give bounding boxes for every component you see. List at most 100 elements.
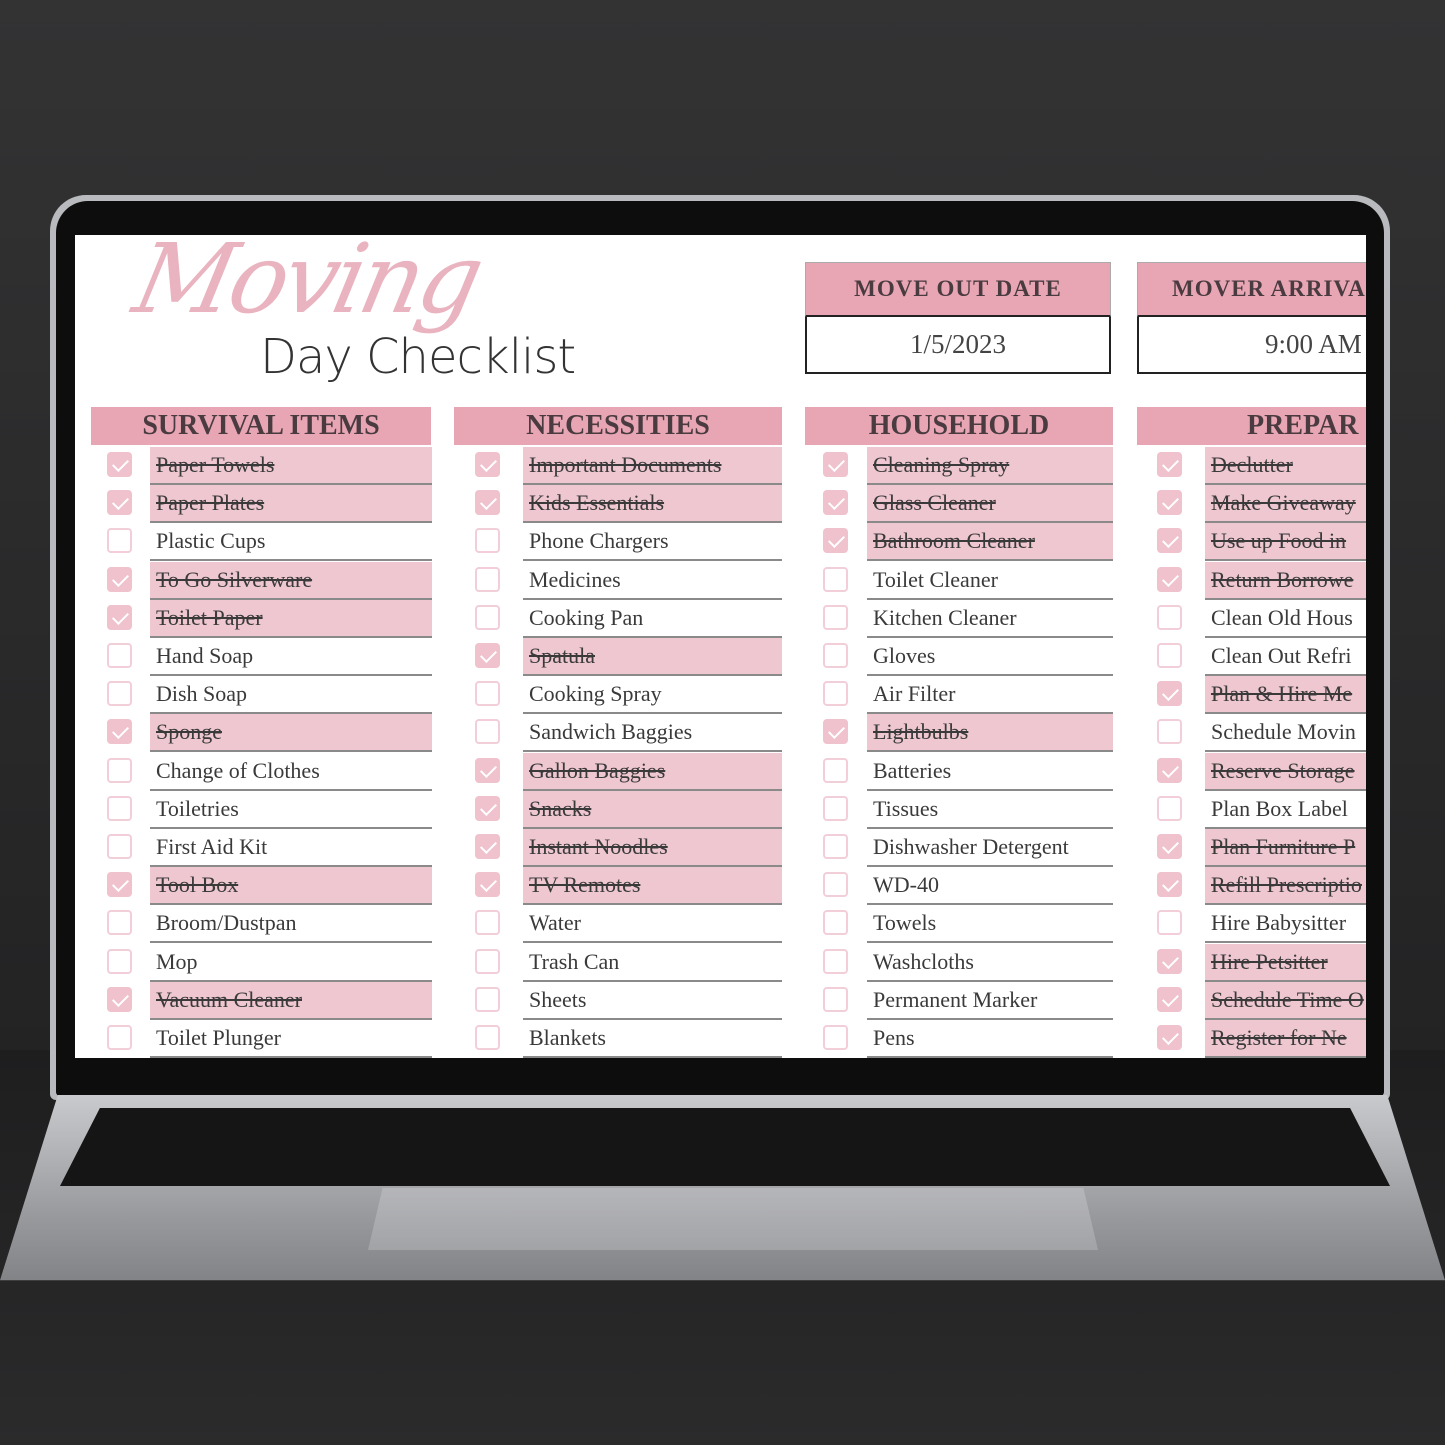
item-label[interactable]: Batteries [867,753,1113,791]
checkbox-unchecked[interactable] [1157,604,1182,630]
item-label[interactable]: Gallon Baggies [523,752,782,791]
checkbox-unchecked[interactable] [475,528,500,554]
checkbox-checked[interactable] [1157,452,1182,477]
checkbox-unchecked[interactable] [475,604,500,630]
checkbox-unchecked[interactable] [1157,643,1182,668]
item-label[interactable]: Medicines [523,562,782,600]
item-label[interactable]: Plan & Hire Me [1205,676,1366,715]
item-label[interactable]: Declutter [1205,447,1366,485]
checkbox-checked[interactable] [107,566,132,592]
item-label[interactable]: TV Remotes [523,867,782,906]
checkbox-unchecked[interactable] [475,986,500,1012]
item-label[interactable]: Snacks [523,790,782,829]
item-label[interactable]: Clean Old Hous [1205,600,1366,638]
item-label[interactable]: Refill Prescriptio [1205,867,1366,906]
item-label[interactable]: Return Borrowe [1205,561,1366,600]
checkbox-unchecked[interactable] [107,528,132,554]
item-label[interactable]: Toiletries [150,791,432,829]
checkbox-unchecked[interactable] [107,834,132,859]
checkbox-checked[interactable] [1157,566,1182,592]
item-label[interactable]: Cleaning Spray [867,447,1113,485]
item-label[interactable]: Towels [867,905,1113,944]
item-label[interactable]: Clean Out Refri [1205,638,1366,676]
checkbox-unchecked[interactable] [1157,719,1182,745]
checkbox-checked[interactable] [475,872,500,898]
item-label[interactable]: Toilet Paper [150,599,432,638]
checkbox-checked[interactable] [107,452,132,477]
item-label[interactable]: Bathroom Cleaner [867,523,1113,562]
item-label[interactable]: Instant Noodles [523,829,782,867]
checkbox-unchecked[interactable] [823,757,848,783]
item-label[interactable]: Hand Soap [150,638,432,676]
item-label[interactable]: Trash Can [523,944,782,982]
mover-arrival-value[interactable]: 9:00 AM [1137,317,1366,374]
item-label[interactable]: Dish Soap [150,676,432,715]
checkbox-checked[interactable] [823,490,848,516]
checkbox-unchecked[interactable] [823,643,848,668]
checkbox-checked[interactable] [1157,1025,1182,1050]
checkbox-checked[interactable] [1157,986,1182,1012]
item-label[interactable]: Washcloths [867,944,1113,982]
checkbox-checked[interactable] [1157,681,1182,707]
item-label[interactable]: Plan Box Label [1205,791,1366,829]
move-out-date-value[interactable]: 1/5/2023 [805,317,1111,374]
item-label[interactable]: Kids Essentials [523,485,782,524]
item-label[interactable]: Toilet Plunger [150,1020,432,1058]
item-label[interactable]: Air Filter [867,676,1113,715]
item-label[interactable]: To Go Silverware [150,561,432,600]
checkbox-unchecked[interactable] [823,1025,848,1050]
checkbox-unchecked[interactable] [107,948,132,974]
item-label[interactable]: Gloves [867,638,1113,676]
item-label[interactable]: Hire Babysitter [1205,905,1366,944]
checkbox-checked[interactable] [107,986,132,1012]
item-label[interactable]: Sandwich Baggies [523,714,782,753]
checkbox-unchecked[interactable] [107,1025,132,1050]
checkbox-unchecked[interactable] [475,948,500,974]
checkbox-checked[interactable] [1157,872,1182,898]
checkbox-unchecked[interactable] [475,910,500,936]
checkbox-checked[interactable] [1157,834,1182,859]
item-label[interactable]: Spatula [523,638,782,676]
checkbox-unchecked[interactable] [823,948,848,974]
item-label[interactable]: Schedule Movin [1205,714,1366,753]
item-label[interactable]: Kitchen Cleaner [867,600,1113,638]
checkbox-unchecked[interactable] [823,795,848,821]
item-label[interactable]: Blankets [523,1020,782,1058]
item-label[interactable]: Make Giveaway [1205,485,1366,524]
item-label[interactable]: Dishwasher Detergent [867,829,1113,867]
checkbox-unchecked[interactable] [107,681,132,707]
item-label[interactable]: Broom/Dustpan [150,905,432,944]
item-label[interactable]: First Aid Kit [150,829,432,867]
checkbox-unchecked[interactable] [823,986,848,1012]
checkbox-unchecked[interactable] [107,757,132,783]
checkbox-unchecked[interactable] [823,834,848,859]
checkbox-checked[interactable] [1157,490,1182,516]
checkbox-unchecked[interactable] [823,872,848,898]
item-label[interactable]: Register for Ne [1205,1020,1366,1058]
checkbox-checked[interactable] [475,452,500,477]
checkbox-unchecked[interactable] [823,604,848,630]
item-label[interactable]: Mop [150,944,432,982]
item-label[interactable]: Permanent Marker [867,982,1113,1020]
checkbox-checked[interactable] [1157,948,1182,974]
item-label[interactable]: Paper Towels [150,447,432,485]
item-label[interactable]: Vacuum Cleaner [150,981,432,1020]
checkbox-unchecked[interactable] [475,566,500,592]
item-label[interactable]: Glass Cleaner [867,485,1113,524]
checkbox-checked[interactable] [1157,528,1182,554]
checkbox-unchecked[interactable] [1157,795,1182,821]
checkbox-checked[interactable] [475,834,500,859]
checkbox-checked[interactable] [475,795,500,821]
checkbox-unchecked[interactable] [823,910,848,936]
item-label[interactable]: Tissues [867,791,1113,829]
item-label[interactable]: Lightbulbs [867,714,1113,753]
checkbox-checked[interactable] [107,872,132,898]
checkbox-checked[interactable] [107,490,132,516]
checkbox-checked[interactable] [475,757,500,783]
checkbox-unchecked[interactable] [475,1025,500,1050]
checkbox-checked[interactable] [823,452,848,477]
checkbox-checked[interactable] [823,528,848,554]
item-label[interactable]: Cooking Pan [523,600,782,638]
checkbox-checked[interactable] [823,719,848,745]
checkbox-unchecked[interactable] [107,910,132,936]
